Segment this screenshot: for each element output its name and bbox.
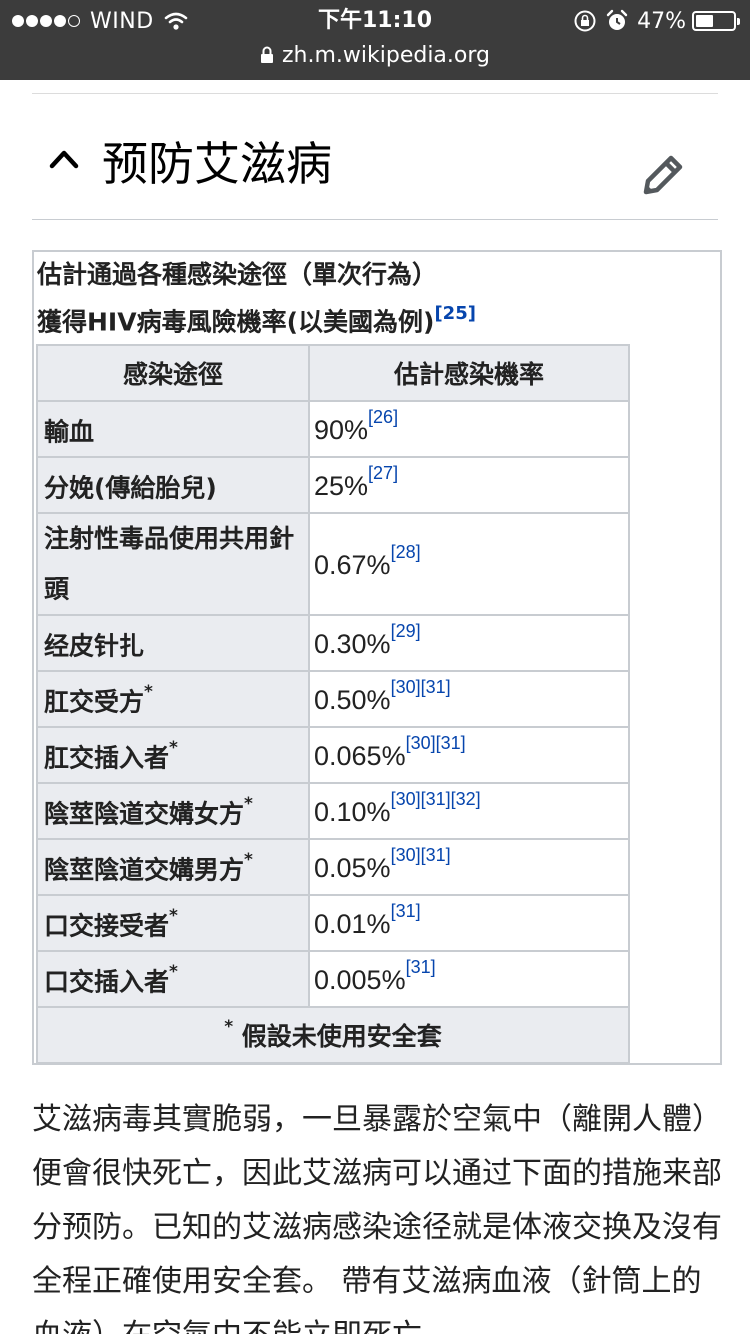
table-row: 肛交插入者* 0.065%[30][31] (36, 726, 630, 784)
route-label: 口交接受者 (44, 911, 170, 941)
caption-reference-link[interactable]: [25] (434, 303, 476, 324)
table-row: 陰莖陰道交媾女方* 0.10%[30][31][32] (36, 782, 630, 840)
reference-link[interactable]: [26] (368, 406, 399, 427)
carrier-name: WIND (90, 8, 154, 34)
table-caption: 估計通過各種感染途徑（單次行為） 獲得HIV病毒風險機率(以美國為例)[25] (37, 254, 637, 342)
rotation-lock-icon (574, 10, 596, 32)
reference-link[interactable]: [31] (390, 900, 421, 921)
route-label: 口交插入者 (44, 967, 170, 997)
rate-value: 0.005% (314, 964, 406, 995)
reference-link[interactable]: [31] (405, 956, 436, 977)
rate-value: 0.30% (314, 628, 391, 659)
chevron-up-icon[interactable] (48, 146, 80, 172)
table-row: 輸血 90%[26] (36, 400, 630, 458)
edit-pencil-icon[interactable] (638, 150, 688, 200)
carrier-area: WIND (12, 6, 188, 36)
reference-link[interactable]: [27] (368, 462, 399, 483)
table-row: 陰莖陰道交媾男方* 0.05%[30][31] (36, 838, 630, 896)
rate-value: 0.05% (314, 852, 391, 883)
reference-link[interactable]: [30][31][32] (390, 788, 481, 809)
clock: 下午11:10 (317, 8, 433, 33)
address-bar[interactable]: zh.m.wikipedia.org (0, 40, 750, 70)
route-label: 陰莖陰道交媾男方 (44, 855, 245, 885)
reference-link[interactable]: [30][31] (390, 844, 451, 865)
route-label: 肛交插入者 (44, 743, 170, 773)
route-label: 经皮针扎 (44, 631, 145, 661)
battery-icon (692, 11, 740, 31)
infection-risk-table: 估計通過各種感染途徑（單次行為） 獲得HIV病毒風險機率(以美國為例)[25] … (32, 250, 722, 1065)
status-bar: WIND 下午11:10 47% (0, 0, 750, 80)
table-footnote: 假設未使用安全套 (241, 1022, 442, 1051)
rate-value: 0.01% (314, 908, 391, 939)
url-text: zh.m.wikipedia.org (281, 42, 490, 68)
route-label: 輸血 (44, 417, 95, 447)
body-paragraph: 艾滋病毒其實脆弱，一旦暴露於空氣中（離開人體）便會很快死亡，因此艾滋病可以通过下… (32, 1102, 722, 1334)
section-title: 预防艾滋病 (102, 137, 332, 191)
rate-value: 25% (314, 470, 369, 501)
column-header-rate: 估計感染機率 (308, 344, 630, 402)
rate-value: 0.50% (314, 684, 391, 715)
reference-link[interactable]: [30][31] (390, 676, 451, 697)
lock-icon (260, 46, 273, 63)
table-row: 经皮针扎 0.30%[29] (36, 614, 630, 672)
signal-strength-icon (12, 15, 82, 27)
battery-percent: 47% (637, 8, 686, 34)
caption-line-2: 獲得HIV病毒風險機率(以美國為例) (37, 307, 435, 337)
section-header[interactable]: 预防艾滋病 (32, 110, 718, 220)
route-label: 注射性毒品使用共用針頭 (44, 523, 295, 604)
alarm-icon (606, 9, 628, 30)
rate-value: 90% (314, 414, 369, 445)
table-footnote-row: * 假設未使用安全套 (36, 1006, 630, 1064)
column-header-route: 感染途徑 (36, 344, 310, 402)
route-label: 分娩(傳給胎兒) (44, 473, 217, 503)
table-row: 口交接受者* 0.01%[31] (36, 894, 630, 952)
route-label: 陰莖陰道交媾女方 (44, 799, 245, 829)
table-row: 肛交受方* 0.50%[30][31] (36, 670, 630, 728)
risk-grid: 感染途徑 估計感染機率 輸血 90%[26] 分娩(傳給胎兒) 25%[27] … (36, 344, 630, 1064)
reference-link[interactable]: [28] (390, 541, 421, 562)
divider (32, 93, 718, 94)
table-row: 分娩(傳給胎兒) 25%[27] (36, 456, 630, 514)
table-row: 口交插入者* 0.005%[31] (36, 950, 630, 1008)
caption-line-1: 估計通過各種感染途徑（單次行為） (37, 260, 438, 289)
wifi-icon (164, 12, 187, 30)
reference-link[interactable]: [30][31] (405, 732, 466, 753)
rate-value: 0.67% (314, 549, 391, 580)
reference-link[interactable]: [29] (390, 620, 421, 641)
route-label: 肛交受方 (44, 687, 145, 717)
rate-value: 0.10% (314, 796, 391, 827)
table-row: 注射性毒品使用共用針頭 0.67%[28] (36, 512, 630, 616)
rate-value: 0.065% (314, 740, 406, 771)
